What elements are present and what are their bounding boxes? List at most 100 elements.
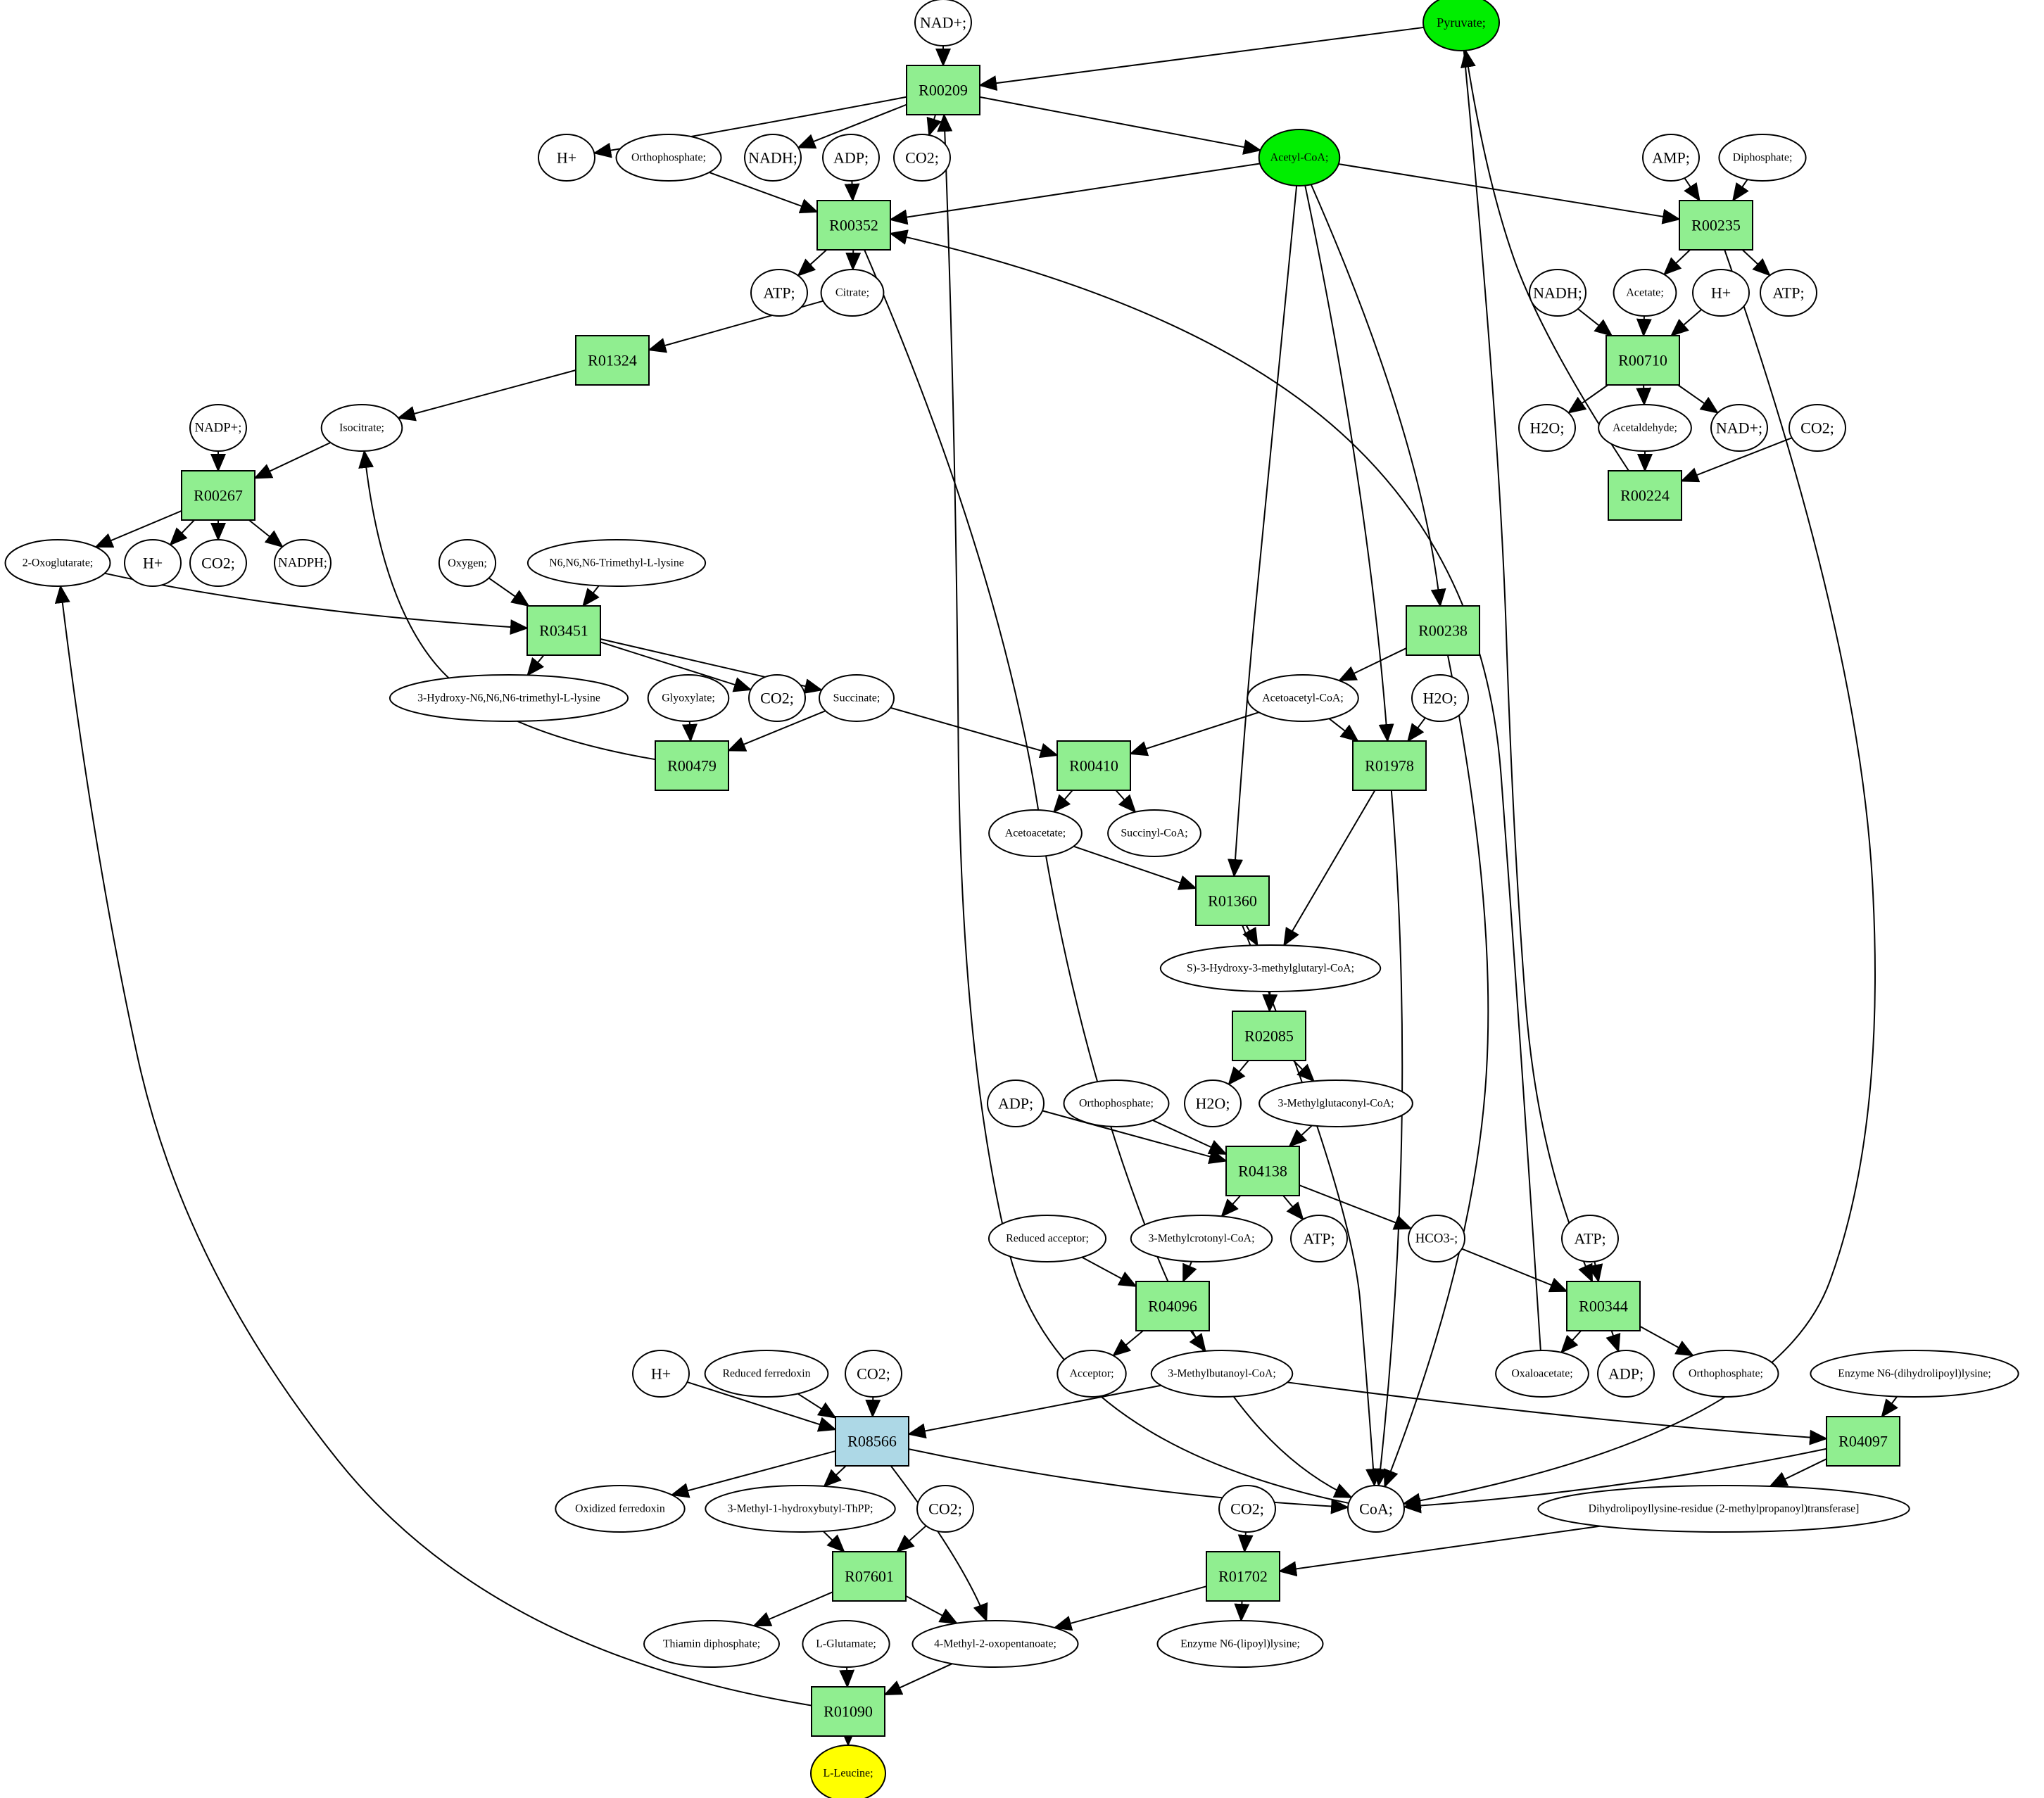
metabolite-node-nadph[interactable]: NADPH; (274, 539, 332, 587)
metabolite-node-enzlip[interactable]: Enzyme N6-(lipoyl)lysine; (1156, 1620, 1324, 1668)
metabolite-node-oxygen[interactable]: Oxygen; (438, 539, 497, 587)
reaction-node-r01324[interactable]: R01324 (575, 335, 650, 386)
metabolite-node-acetaldehyde[interactable]: Acetaldehyde; (1598, 404, 1692, 452)
metabolite-node-h2o_2[interactable]: H2O; (1411, 674, 1469, 722)
metabolite-node-coa[interactable]: CoA; (1347, 1485, 1405, 1533)
node-label-r01978: R01978 (1365, 757, 1414, 775)
metabolite-node-thiamindp[interactable]: Thiamin diphosphate; (643, 1620, 780, 1668)
metabolite-node-co2_5[interactable]: CO2; (845, 1350, 902, 1398)
reaction-node-r00344[interactable]: R00344 (1566, 1281, 1641, 1331)
metabolite-node-h2o_1[interactable]: H2O; (1518, 404, 1576, 452)
metabolite-node-mbcoa[interactable]: 3-Methylbutanoyl-CoA; (1150, 1350, 1294, 1398)
metabolite-ellipse-h2o_2 (1411, 674, 1469, 722)
metabolite-node-atp_2[interactable]: ATP; (1760, 269, 1817, 317)
reaction-node-r07601[interactable]: R07601 (832, 1551, 907, 1602)
metabolite-node-glyoxylate[interactable]: Glyoxylate; (647, 674, 730, 722)
reaction-node-r00410[interactable]: R00410 (1056, 740, 1131, 791)
metabolite-node-pi_1[interactable]: Orthophosphate; (615, 134, 722, 182)
metabolite-node-ppi[interactable]: Diphosphate; (1718, 134, 1807, 182)
metabolite-node-co2_2[interactable]: CO2; (1788, 404, 1846, 452)
reaction-node-r04096[interactable]: R04096 (1135, 1281, 1210, 1331)
metabolite-node-nad_2[interactable]: NAD+; (1710, 404, 1768, 452)
metabolite-node-oxfd[interactable]: Oxidized ferredoxin (555, 1485, 686, 1533)
metabolite-node-nad_1[interactable]: NAD+; (914, 0, 972, 46)
node-label-adp_2: ADP; (998, 1095, 1033, 1113)
reaction-node-r01090[interactable]: R01090 (811, 1686, 885, 1737)
metabolite-node-aacoa[interactable]: Acetoacetyl-CoA; (1247, 674, 1359, 722)
metabolite-node-acetate[interactable]: Acetate; (1613, 269, 1677, 317)
metabolite-node-succoa[interactable]: Succinyl-CoA; (1107, 809, 1201, 857)
metabolite-node-nadp[interactable]: NADP+; (189, 404, 247, 452)
reaction-node-r02085[interactable]: R02085 (1232, 1011, 1306, 1061)
metabolite-node-h_2[interactable]: H+ (1692, 269, 1750, 317)
target-metabolite-node-leucine[interactable]: L-Leucine; (810, 1745, 886, 1798)
metabolite-node-oxoglutarate[interactable]: 2-Oxoglutarate; (4, 539, 111, 587)
metabolite-node-succinate[interactable]: Succinate; (819, 674, 895, 722)
metabolite-node-h2o_3[interactable]: H2O; (1184, 1080, 1242, 1127)
metabolite-node-citrate[interactable]: Citrate; (820, 269, 885, 317)
metabolite-node-mccoa[interactable]: 3-Methylcrotonyl-CoA; (1130, 1215, 1273, 1262)
metabolite-node-co2_6[interactable]: CO2; (916, 1485, 974, 1533)
metabolite-node-h_4[interactable]: H+ (632, 1350, 690, 1398)
metabolite-node-mop[interactable]: 4-Methyl-2-oxopentanoate; (911, 1620, 1079, 1668)
seed-metabolite-node-acetylcoa[interactable]: Acetyl-CoA; (1258, 129, 1341, 186)
metabolite-node-acceptor[interactable]: Acceptor; (1056, 1350, 1127, 1398)
reaction-node-r00352[interactable]: R00352 (816, 200, 891, 251)
reaction-node-r00238[interactable]: R00238 (1406, 605, 1480, 656)
reaction-node-r01360[interactable]: R01360 (1195, 875, 1270, 926)
metabolite-node-h_1[interactable]: H+ (538, 134, 595, 182)
metabolite-node-adp_1[interactable]: ADP; (822, 134, 880, 182)
highlight-reaction-node-r08566[interactable]: R08566 (835, 1416, 909, 1467)
metabolite-node-co2_3[interactable]: CO2; (189, 539, 247, 587)
metabolite-node-nadh_2[interactable]: NADH; (1529, 269, 1586, 317)
metabolite-ellipse-thpp (705, 1485, 896, 1533)
metabolite-node-glu[interactable]: L-Glutamate; (802, 1620, 890, 1668)
reaction-node-r01978[interactable]: R01978 (1352, 740, 1427, 791)
metabolite-node-hmgcoa[interactable]: S)-3-Hydroxy-3-methylglutaryl-CoA; (1159, 944, 1382, 992)
reaction-node-r01702[interactable]: R01702 (1206, 1551, 1280, 1602)
reaction-node-r00710[interactable]: R00710 (1605, 335, 1680, 386)
metabolite-node-co2_1[interactable]: CO2; (893, 134, 951, 182)
node-label-nadp: NADP+; (195, 421, 242, 436)
reaction-node-r04138[interactable]: R04138 (1225, 1146, 1300, 1196)
metabolite-node-amp[interactable]: AMP; (1642, 134, 1700, 182)
reaction-node-r00235[interactable]: R00235 (1679, 200, 1753, 251)
metabolite-node-tml[interactable]: N6,N6,N6-Trimethyl-L-lysine (526, 539, 707, 587)
metabolite-node-oaa[interactable]: Oxaloacetate; (1495, 1350, 1589, 1398)
metabolite-node-atp_1[interactable]: ATP; (750, 269, 808, 317)
metabolite-node-adp_2[interactable]: ADP; (987, 1080, 1045, 1127)
metabolite-node-enzdh[interactable]: Enzyme N6-(dihydrolipoyl)lysine; (1810, 1350, 2019, 1398)
reaction-node-r00479[interactable]: R00479 (655, 740, 729, 791)
metabolite-node-redfd[interactable]: Reduced ferredoxin (704, 1350, 829, 1398)
reaction-node-r00224[interactable]: R00224 (1608, 470, 1682, 521)
edge-acetylcoa-to-r00352 (889, 163, 1261, 225)
metabolite-node-dhtrans[interactable]: Dihydrolipoyllysine-residue (2-methylpro… (1537, 1485, 1910, 1533)
metabolite-node-pi_2[interactable]: Orthophosphate; (1063, 1080, 1170, 1127)
metabolite-node-nadh_1[interactable]: NADH; (744, 134, 802, 182)
metabolite-node-isocitrate[interactable]: Isocitrate; (320, 404, 403, 452)
metabolite-node-atp_4[interactable]: ATP; (1561, 1215, 1619, 1262)
metabolite-node-atp_3[interactable]: ATP; (1290, 1215, 1348, 1262)
seed-metabolite-node-pyruvate[interactable]: Pyruvate; (1422, 0, 1500, 51)
edge-r01324-to-isocitrate (396, 369, 576, 422)
metabolite-node-pi_3[interactable]: Orthophosphate; (1672, 1350, 1779, 1398)
metabolite-ellipse-mgcoa (1258, 1080, 1413, 1127)
reaction-node-r03451[interactable]: R03451 (526, 605, 601, 656)
metabolite-node-co2_4[interactable]: CO2; (748, 674, 806, 722)
metabolite-node-hco3[interactable]: HCO3-; (1408, 1215, 1465, 1262)
metabolite-node-mgcoa[interactable]: 3-Methylglutaconyl-CoA; (1258, 1080, 1413, 1127)
metabolite-node-co2_7[interactable]: CO2; (1218, 1485, 1276, 1533)
metabolite-node-acetoacetate[interactable]: Acetoacetate; (988, 809, 1083, 857)
reaction-node-r04097[interactable]: R04097 (1826, 1416, 1900, 1467)
metabolite-node-htl[interactable]: 3-Hydroxy-N6,N6,N6-trimethyl-L-lysine (389, 674, 629, 722)
metabolite-node-thpp[interactable]: 3-Methyl-1-hydroxybutyl-ThPP; (705, 1485, 896, 1533)
node-label-h_2: H+ (1711, 284, 1731, 302)
metabolite-node-redacc[interactable]: Reduced acceptor; (988, 1215, 1107, 1262)
node-label-h_3: H+ (143, 555, 163, 572)
reaction-node-r00267[interactable]: R00267 (181, 470, 255, 521)
node-label-redacc: Reduced acceptor; (1006, 1233, 1089, 1245)
metabolite-node-adp_3[interactable]: ADP; (1597, 1350, 1655, 1398)
metabolite-node-h_3[interactable]: H+ (124, 539, 182, 587)
reaction-node-r00209[interactable]: R00209 (906, 65, 980, 115)
